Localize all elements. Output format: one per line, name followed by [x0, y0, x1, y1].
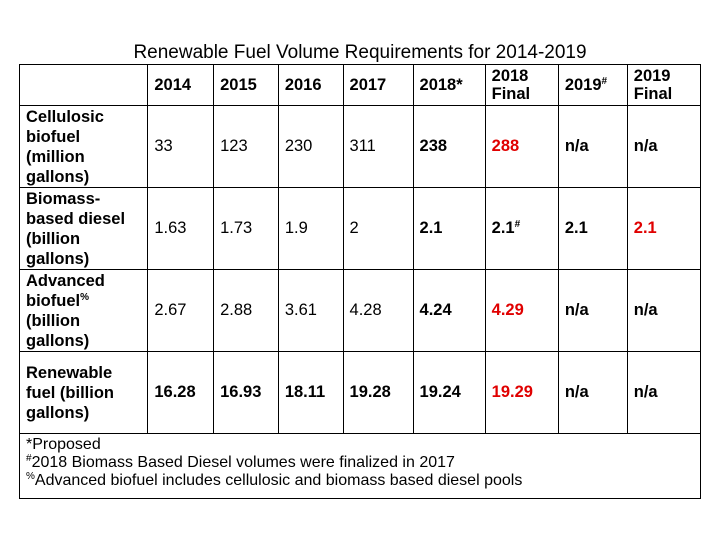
- notes-row: *Proposed #2018 Biomass Based Diesel vol…: [19, 433, 701, 499]
- label-line: fuel (billion: [26, 383, 114, 402]
- cell-value: 33: [147, 105, 215, 188]
- cell-value: 238: [412, 105, 486, 188]
- cell-value: 2: [342, 187, 414, 270]
- row-advanced-biofuel: Advanced biofuel% (billion gallons) 2.67…: [18, 269, 702, 352]
- label-line: Renewable: [26, 363, 113, 382]
- cell-value-final: 2.1: [626, 187, 702, 270]
- cell-value-final: 4.29: [484, 269, 559, 352]
- col-header-2019-text: 2019: [564, 75, 602, 94]
- label-line: gallons): [26, 249, 90, 268]
- cell-value: 2.88: [213, 269, 279, 352]
- cell-value: 19.28: [342, 351, 414, 434]
- cell-value: n/a: [557, 105, 628, 188]
- col-header-2018-final: 2018 Final: [484, 64, 559, 106]
- cell-value-sup: #: [514, 219, 521, 230]
- cell-value: 19.24: [412, 351, 486, 434]
- label-line: Advanced: [26, 271, 105, 290]
- cell-value: n/a: [557, 269, 628, 352]
- col-header-2016: 2016: [277, 64, 344, 106]
- cell-value: 4.24: [412, 269, 486, 352]
- footnotes: *Proposed #2018 Biomass Based Diesel vol…: [19, 433, 701, 499]
- cell-value: 2.1: [557, 187, 628, 270]
- label-line: gallons): [26, 403, 90, 422]
- cell-value: 3.61: [277, 269, 344, 352]
- cell-value-final: 19.29: [484, 351, 559, 434]
- label-line: (million: [26, 147, 85, 166]
- cell-value: 1.9: [277, 187, 344, 270]
- col-header-2019-final-line1: 2019: [633, 67, 671, 85]
- label-line: biofuel: [26, 291, 81, 310]
- cell-value: 311: [342, 105, 414, 188]
- col-header-2019-final-line2: Final: [633, 85, 673, 103]
- cell-value: n/a: [557, 351, 628, 434]
- cell-value-final: 2.1#: [484, 187, 559, 270]
- row-label-advanced-biofuel: Advanced biofuel% (billion gallons): [18, 269, 149, 352]
- footnote-proposed: *Proposed: [26, 436, 101, 453]
- cell-value-text: 2.1: [491, 219, 515, 237]
- cell-value: n/a: [626, 105, 702, 188]
- col-header-2018-proposed: 2018*: [412, 64, 486, 106]
- footnote-biomass-diesel: 2018 Biomass Based Diesel volumes were f…: [31, 454, 455, 471]
- label-line: based diesel: [26, 209, 126, 228]
- col-header-2019: 2019#: [557, 64, 628, 106]
- cell-value: 1.73: [213, 187, 279, 270]
- col-header-2015: 2015: [213, 64, 279, 106]
- header-row: 2014 2015 2016 2017 2018* 2018 Final 201…: [18, 64, 702, 106]
- cell-value: 16.28: [147, 351, 215, 434]
- row-renewable-fuel: Renewable fuel (billion gallons) 16.28 1…: [18, 351, 702, 434]
- corner-cell: [18, 64, 149, 106]
- row-label-biomass-diesel: Biomass- based diesel (billion gallons): [18, 187, 149, 270]
- cell-value: 230: [277, 105, 344, 188]
- cell-value: 16.93: [213, 351, 279, 434]
- footnote-advanced-biofuel: Advanced biofuel includes cellulosic and…: [34, 472, 523, 489]
- label-line: biofuel: [26, 127, 81, 146]
- cell-value: 2.1: [412, 187, 486, 270]
- col-header-2018-final-line1: 2018: [491, 67, 529, 85]
- cell-value: 18.11: [277, 351, 344, 434]
- col-header-2019-sup: #: [601, 75, 608, 87]
- row-biomass-diesel: Biomass- based diesel (billion gallons) …: [18, 187, 702, 270]
- table-title: Renewable Fuel Volume Requirements for 2…: [133, 42, 587, 63]
- label-sup: %: [80, 291, 89, 303]
- row-cellulosic: Cellulosic biofuel (million gallons) 33 …: [18, 105, 702, 188]
- col-header-2019-final: 2019 Final: [626, 64, 702, 106]
- cell-value-final: 288: [484, 105, 559, 188]
- fuel-volume-table: 2014 2015 2016 2017 2018* 2018 Final 201…: [18, 64, 702, 499]
- cell-value: 2.67: [147, 269, 215, 352]
- row-label-renewable-fuel: Renewable fuel (billion gallons): [18, 351, 149, 434]
- label-line: Cellulosic: [26, 107, 104, 126]
- cell-value: n/a: [626, 351, 702, 434]
- col-header-2017: 2017: [342, 64, 414, 106]
- col-header-2018-final-line2: Final: [491, 85, 531, 103]
- label-line: (billion: [26, 311, 81, 330]
- cell-value: n/a: [626, 269, 702, 352]
- footnote-symbol: %: [26, 471, 35, 482]
- row-label-cellulosic: Cellulosic biofuel (million gallons): [18, 105, 149, 188]
- label-line: (billion: [26, 229, 81, 248]
- cell-value: 1.63: [147, 187, 215, 270]
- label-line: gallons): [26, 331, 90, 350]
- cell-value: 123: [213, 105, 279, 188]
- label-line: gallons): [26, 167, 90, 186]
- label-line: Biomass-: [26, 189, 101, 208]
- footnote-symbol: #: [26, 453, 32, 464]
- cell-value: 4.28: [342, 269, 414, 352]
- col-header-2014: 2014: [147, 64, 215, 106]
